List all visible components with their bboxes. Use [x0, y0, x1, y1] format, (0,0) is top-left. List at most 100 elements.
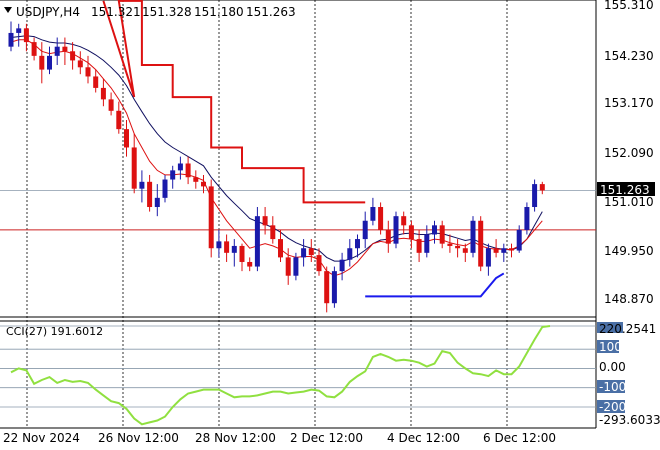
candle-body — [501, 248, 507, 253]
candle-body — [254, 216, 260, 267]
time-tick: 26 Nov 12:00 — [98, 431, 179, 445]
candle-body — [424, 234, 430, 253]
candle-body — [77, 60, 83, 68]
candle-body — [378, 207, 384, 230]
candle-body — [177, 163, 183, 171]
candle-body — [124, 129, 129, 148]
candle-body — [524, 207, 530, 230]
candle-body — [485, 248, 491, 267]
cci-axis-minus100: -100 — [599, 380, 626, 394]
candle-body — [509, 248, 514, 251]
candle-body — [355, 239, 360, 249]
candle-body — [147, 181, 153, 208]
candle-body — [447, 243, 453, 246]
candle-body — [432, 225, 437, 235]
candle-body — [54, 46, 60, 56]
collapse-triangle-icon[interactable] — [4, 7, 12, 13]
price-axis: 155.310 154.230 153.170 152.090 151.010 … — [604, 0, 654, 306]
time-tick: 22 Nov 2024 — [3, 431, 80, 445]
cci-axis-minus200: -200 — [599, 400, 626, 414]
candle-body — [262, 216, 268, 226]
ohlc-low: 151.180 — [194, 5, 244, 19]
price-tick: 155.310 — [604, 0, 654, 12]
ohlc-close: 151.263 — [246, 5, 296, 19]
cci-axis-100: 100 — [599, 340, 622, 354]
price-grid — [0, 189, 596, 231]
symbol-label: USDJPY,H4 — [16, 5, 80, 19]
time-tick: 6 Dec 12:00 — [483, 431, 556, 445]
candle-body — [208, 186, 214, 249]
candle-body — [532, 184, 538, 208]
candle-body — [462, 248, 468, 253]
candle-body — [224, 241, 230, 253]
candle-body — [408, 225, 414, 240]
candle-body — [308, 248, 314, 256]
candle-body — [131, 147, 137, 189]
current-price-badge — [597, 182, 655, 196]
candle-body — [270, 225, 276, 240]
candle-body — [455, 245, 461, 249]
candle-body — [247, 261, 253, 267]
candle-body — [70, 51, 76, 61]
candle-body — [362, 220, 368, 240]
candle-body — [8, 32, 14, 47]
candle-body — [331, 271, 337, 304]
cci-levels — [0, 325, 596, 408]
candle-body — [416, 239, 422, 253]
day-separators — [26, 0, 508, 428]
candle-body — [93, 76, 99, 88]
trailing-stop-line — [102, 0, 366, 204]
candle-body — [47, 55, 52, 70]
candle-body — [139, 181, 145, 189]
candle-body — [170, 170, 176, 180]
candle-body — [493, 248, 499, 253]
cci-100-badge — [597, 340, 619, 353]
candle-body — [154, 197, 160, 208]
slow-moving-average — [10, 35, 543, 262]
candle-body — [231, 245, 237, 253]
support-path — [365, 272, 505, 298]
candle-body — [185, 163, 191, 178]
candle-body — [216, 241, 222, 249]
candle-body — [439, 225, 445, 244]
ohlc-high: 151.328 — [142, 5, 192, 19]
candle-body — [162, 179, 168, 198]
candle-body — [478, 220, 484, 267]
candle-body — [385, 229, 391, 244]
price-tick: 148.870 — [604, 292, 654, 306]
candle-body — [116, 110, 122, 130]
candle-body — [193, 177, 199, 182]
candle-body — [516, 229, 522, 251]
candle-body — [293, 257, 299, 276]
candle-body — [201, 181, 206, 187]
candle-body — [401, 216, 407, 226]
cci-axis-min: -293.6033 — [599, 413, 660, 427]
support-line — [365, 272, 505, 298]
candle-body — [62, 46, 68, 52]
price-tick: 152.090 — [604, 146, 654, 160]
time-tick: 28 Nov 12:00 — [195, 431, 276, 445]
candle-body — [370, 207, 376, 221]
cci-label: CCI(27) 191.6012 — [6, 325, 103, 338]
cci-max-badge — [597, 322, 623, 333]
candle-body — [324, 271, 330, 304]
candlestick-series — [8, 21, 545, 313]
candle-body — [39, 55, 45, 70]
cci-axis-zero: 0.00 — [599, 360, 626, 374]
fast-moving-average — [10, 39, 543, 277]
current-price-label: 151.263 — [600, 183, 650, 197]
cci-minus100-badge — [597, 380, 625, 393]
time-tick: 2 Dec 12:00 — [290, 431, 363, 445]
candle-body — [539, 184, 545, 191]
time-tick: 4 Dec 12:00 — [387, 431, 460, 445]
time-axis: 22 Nov 2024 26 Nov 12:00 28 Nov 12:00 2 … — [3, 431, 556, 445]
candle-body — [316, 255, 322, 272]
candle-body — [393, 216, 399, 244]
candle-body — [285, 257, 291, 276]
candle-body — [347, 248, 353, 260]
candle-body — [23, 28, 29, 43]
candle-body — [108, 99, 114, 111]
price-tick: 149.950 — [604, 244, 654, 258]
